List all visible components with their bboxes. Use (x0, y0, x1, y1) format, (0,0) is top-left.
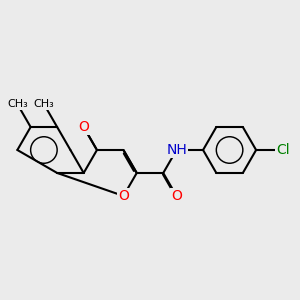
Text: O: O (118, 189, 129, 203)
Text: Cl: Cl (276, 143, 289, 157)
Text: NH: NH (166, 143, 187, 157)
Text: CH₃: CH₃ (34, 99, 54, 109)
Text: O: O (78, 120, 89, 134)
Text: CH₃: CH₃ (7, 99, 28, 109)
Text: O: O (171, 189, 182, 203)
